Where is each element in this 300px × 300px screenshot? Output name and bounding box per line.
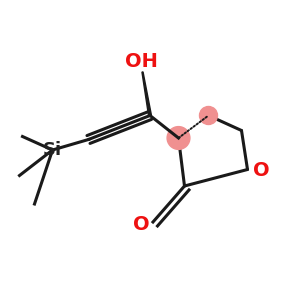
Polygon shape [142,72,152,116]
Text: O: O [133,215,149,235]
Circle shape [167,127,190,149]
Text: OH: OH [124,52,158,71]
Text: Si: Si [43,141,62,159]
Circle shape [200,106,217,124]
Text: O: O [253,161,269,181]
